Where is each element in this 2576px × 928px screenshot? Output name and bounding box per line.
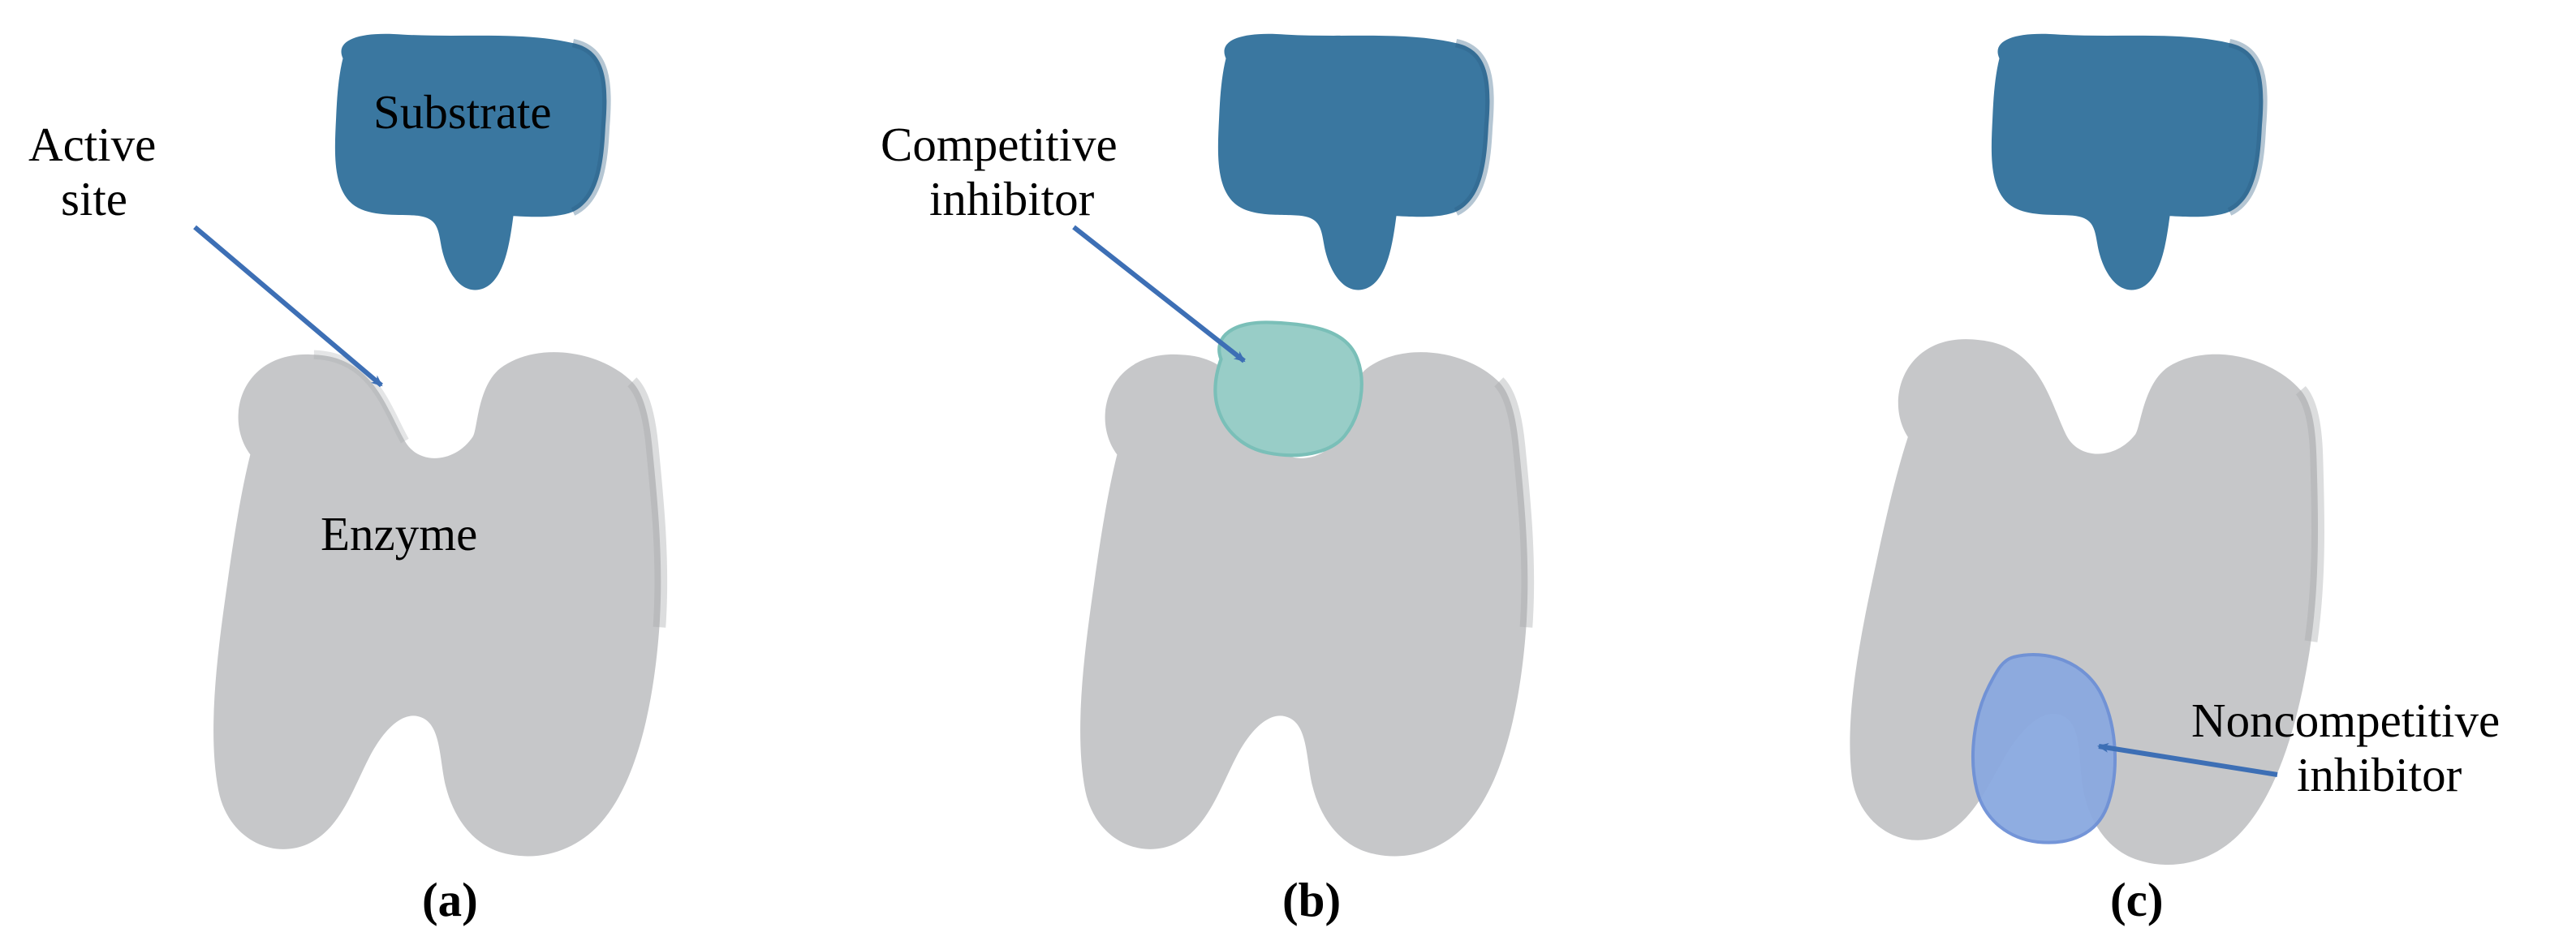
enzyme-label: Enzyme <box>321 507 477 562</box>
panel-a-svg <box>195 34 661 857</box>
noncompetitive-label-line1: Noncompetitive <box>2191 694 2500 749</box>
noncompetitive-label-line2: inhibitor <box>2297 748 2462 803</box>
competitive-label-line1: Competitive <box>881 118 1118 173</box>
active-site-label-line1: Active <box>28 118 156 173</box>
panel-letter-c: (c) <box>2110 872 2163 928</box>
substrate-label: Substrate <box>373 85 552 140</box>
panel-b-svg <box>1074 34 1527 857</box>
panel-letter-b: (b) <box>1282 872 1341 928</box>
competitive-label-line2: inhibitor <box>929 172 1094 227</box>
panel-letter-a: (a) <box>422 872 478 928</box>
figure-canvas: Substrate Active site Enzyme (a) Competi… <box>0 0 2576 926</box>
active-site-label-line2: site <box>61 172 127 227</box>
